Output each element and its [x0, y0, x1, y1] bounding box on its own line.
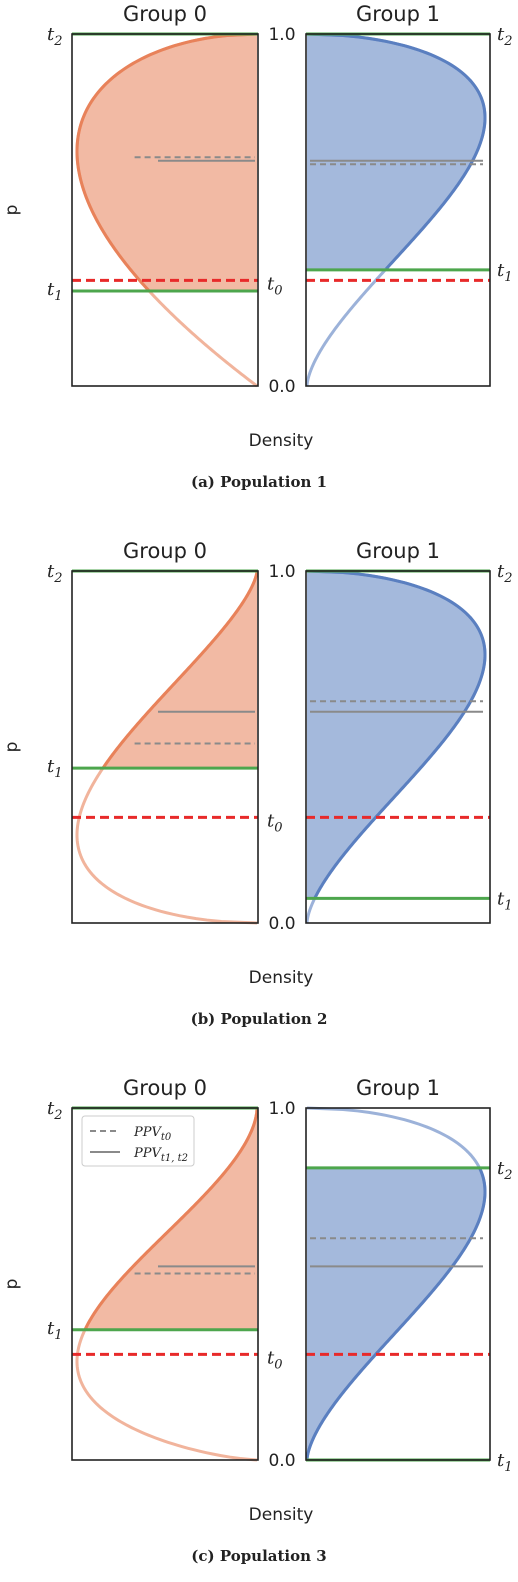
panel-title: Group 0: [123, 2, 207, 26]
panel-0: Group 0 t2 t1: [47, 2, 259, 388]
panel-title: Group 1: [356, 2, 440, 26]
t2-label: t2: [497, 24, 513, 49]
t1-label: t1: [47, 756, 63, 781]
density-curve-shaded: [306, 32, 487, 270]
y-tick-label: 1.0: [268, 562, 295, 582]
t2-label: t2: [47, 1098, 63, 1123]
panel-frame: [305, 1107, 491, 1461]
panel-title: Group 0: [123, 1076, 207, 1100]
density-curve-shaded: [83, 1107, 259, 1331]
y-tick-label: 0.0: [268, 914, 295, 934]
density-curve-shaded: [306, 569, 487, 899]
population-row: p Density (c) Population 3 1.0 0.0 Group 0 t2 t…: [2, 1076, 513, 1565]
panel-frame: [71, 1107, 259, 1461]
density-shade: [103, 571, 257, 769]
panel-frame: [71, 33, 259, 387]
legend-box: [81, 1115, 195, 1167]
density-shade: [307, 1167, 485, 1460]
population-row: p Density (b) Population 2 1.0 0.0 Group 0 t2 t…: [2, 539, 513, 1028]
legend-entry: PPVt0: [133, 1125, 172, 1143]
t1-label: t1: [47, 279, 63, 304]
t0-label: t0: [267, 273, 283, 298]
density-shade: [307, 571, 485, 899]
panel-1: Group 1 t2 t1: [305, 1076, 513, 1475]
panel-1: Group 1 t2 t1: [305, 539, 513, 924]
panel-1: Group 1 t2 t1: [305, 2, 513, 387]
t0-label: t0: [267, 1347, 283, 1372]
density-shade: [307, 34, 485, 270]
y-tick-label: 0.0: [268, 377, 295, 397]
t1-label: t1: [47, 1318, 63, 1343]
figure-caption: (b) Population 2: [191, 1010, 328, 1028]
t1-label: t1: [497, 888, 513, 913]
t2-label: t2: [497, 1158, 513, 1183]
density-curve-shaded: [305, 1167, 487, 1461]
legend-entry: PPVt1, t2: [133, 1146, 188, 1164]
density-curve-shaded: [102, 570, 259, 769]
y-axis-label: p: [2, 205, 22, 216]
y-tick-label: 0.0: [268, 1451, 295, 1471]
density-shade: [85, 1108, 257, 1330]
t1-label: t1: [497, 1450, 513, 1475]
panel-title: Group 1: [356, 539, 440, 563]
density-shade: [77, 34, 257, 291]
t0-label: t0: [267, 810, 283, 835]
panel-title: Group 1: [356, 1076, 440, 1100]
x-axis-label: Density: [249, 1505, 314, 1525]
y-axis-label: p: [2, 1279, 22, 1290]
t2-label: t2: [47, 561, 63, 586]
figure-caption: (a) Population 1: [191, 473, 327, 491]
density-curve-shaded: [75, 32, 258, 292]
x-axis-label: Density: [249, 431, 314, 451]
panel-frame: [71, 570, 259, 924]
t2-label: t2: [47, 24, 63, 49]
panel-0: Group 0 t2 t1: [47, 539, 259, 925]
t1-label: t1: [497, 260, 513, 285]
panel-title: Group 0: [123, 539, 207, 563]
t2-label: t2: [497, 561, 513, 586]
y-axis-label: p: [2, 742, 22, 753]
panel-0: Group 0 t2 t1: [47, 1076, 259, 1462]
y-tick-label: 1.0: [268, 25, 295, 45]
x-axis-label: Density: [249, 968, 314, 988]
y-tick-label: 1.0: [268, 1099, 295, 1119]
population-row: p Density (a) Population 1 1.0 0.0 Group 0 t2 t…: [2, 2, 513, 491]
panel-frame: [305, 33, 491, 387]
panel-frame: [305, 570, 491, 924]
figure-caption: (c) Population 3: [191, 1547, 326, 1565]
